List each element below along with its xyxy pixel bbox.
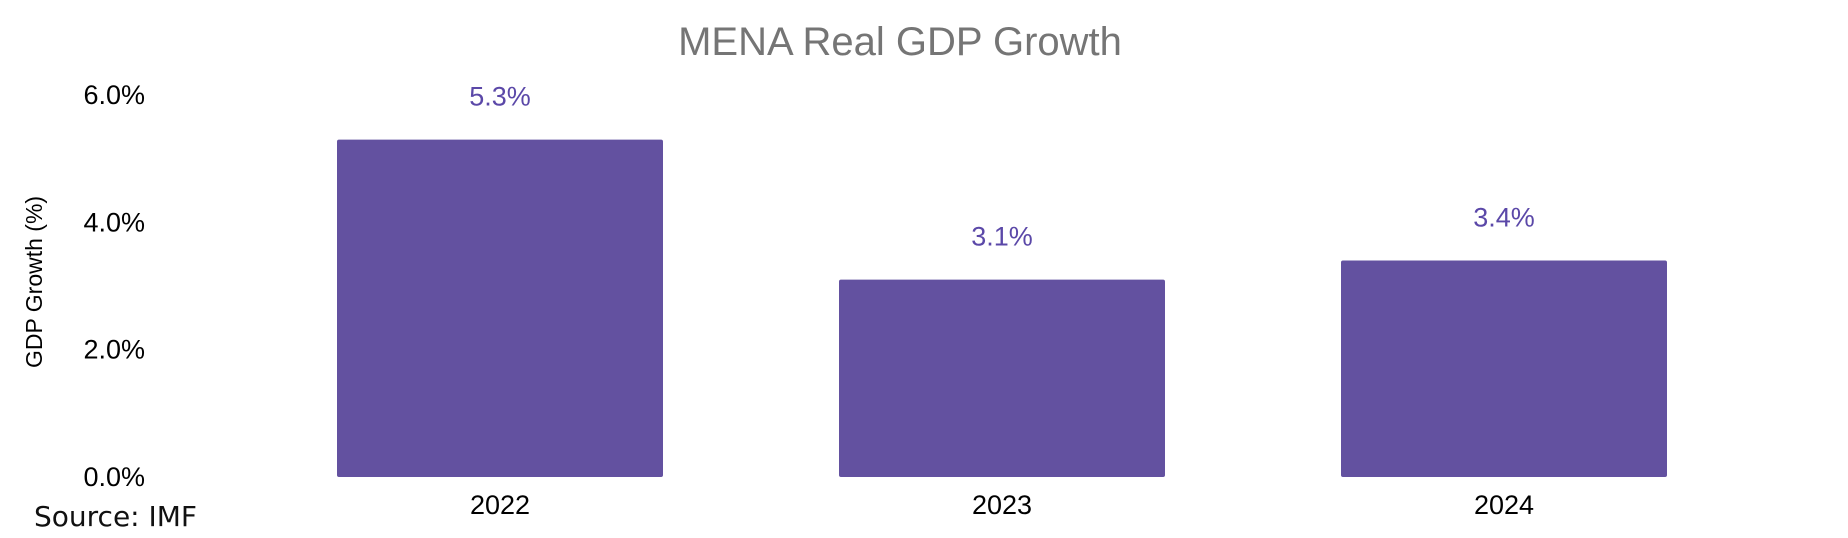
- value-labels-group: 5.3% 3.1% 3.4%: [469, 82, 1535, 252]
- x-tick-label-2024: 2024: [1474, 490, 1534, 520]
- chart-title: MENA Real GDP Growth: [678, 20, 1122, 64]
- y-tick-label: 0.0%: [83, 462, 145, 492]
- value-label-2022: 5.3%: [469, 82, 531, 112]
- x-axis-ticks: 2022 2023 2024: [470, 490, 1534, 520]
- y-axis-label: GDP Growth (%): [21, 196, 47, 368]
- x-tick-label-2022: 2022: [470, 490, 530, 520]
- value-label-2023: 3.1%: [971, 222, 1033, 252]
- y-tick-label: 4.0%: [83, 207, 145, 237]
- y-tick-label: 2.0%: [83, 335, 145, 365]
- source-note: Source: IMF: [34, 500, 198, 533]
- bar-2024: [1341, 260, 1667, 477]
- value-label-2024: 3.4%: [1473, 203, 1535, 233]
- x-tick-label-2023: 2023: [972, 490, 1032, 520]
- y-axis-ticks: 0.0% 2.0% 4.0% 6.0%: [83, 80, 145, 492]
- bar-2022: [337, 139, 663, 478]
- y-tick-label: 6.0%: [83, 80, 145, 110]
- bar-2023: [839, 279, 1165, 477]
- bars-group: [337, 139, 1667, 478]
